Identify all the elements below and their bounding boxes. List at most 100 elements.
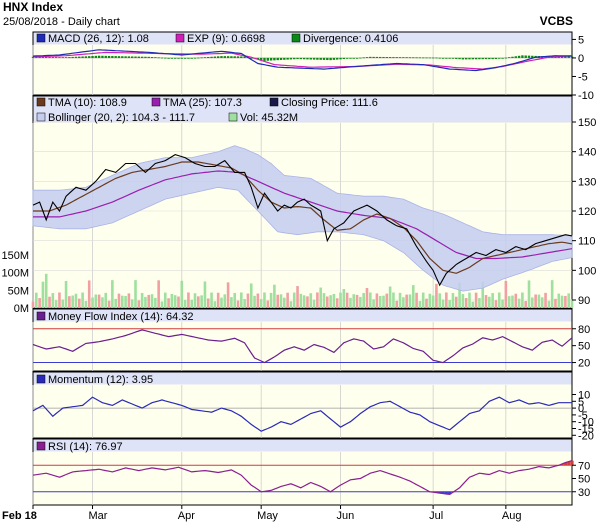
volume-bar [547, 300, 551, 308]
divergence-bar [38, 56, 41, 58]
mfi-tick-label: 80 [578, 324, 590, 336]
tma10-legend-label: TMA (10): 108.9 [48, 97, 127, 109]
volume-bar [309, 293, 313, 308]
divergence-bar [220, 56, 223, 58]
volume-bar [87, 280, 91, 308]
divergence-bar [84, 56, 88, 58]
divergence-bar [117, 56, 121, 58]
volume-bar [41, 281, 45, 308]
close-legend-label: Closing Price: 111.6 [281, 97, 378, 109]
divergence-bar [527, 55, 531, 58]
volume-bar [58, 292, 61, 308]
divergence-bar [101, 55, 104, 58]
divergence-bar [58, 57, 61, 58]
volume-bar [120, 295, 124, 308]
volume-bar [435, 283, 438, 308]
volume-bar [94, 294, 98, 308]
volume-bar [481, 281, 485, 308]
volume-bar [81, 292, 84, 308]
bollinger-legend-swatch [36, 112, 46, 122]
divergence-bar [167, 57, 170, 59]
divergence-bar [326, 57, 329, 61]
tma10-legend-swatch [36, 97, 46, 107]
divergence-bar [51, 57, 55, 58]
volume-bar [458, 282, 461, 308]
volume-bar [140, 292, 144, 308]
volume-bar [127, 293, 131, 308]
volume-bar [114, 298, 117, 308]
divergence-bar [302, 57, 306, 60]
chart-title: HNX Index [3, 0, 63, 14]
macd-panel: 5 0 -5 -10 MACD (26, 12): 1.08 EXP (9): 0.669… [31, 31, 594, 102]
divergence-bar [349, 57, 352, 59]
volume-bar [180, 280, 184, 308]
divergence-bar [365, 57, 369, 58]
volume-bar [448, 300, 451, 308]
divergence-bar [283, 57, 286, 60]
rsi-tick-label: 70 [578, 460, 590, 472]
volume-bar [537, 294, 541, 308]
divergence-bar [269, 57, 273, 61]
volume-bar [276, 294, 279, 308]
divergence-bar [392, 57, 395, 58]
volume-bar [395, 300, 399, 308]
volume-bar [206, 298, 210, 308]
divergence-bar [94, 55, 98, 58]
volume-bar [438, 293, 442, 308]
volume-bar [130, 299, 134, 308]
volume-bar [31, 301, 35, 308]
volume-bar [223, 294, 227, 308]
volume-bar [524, 300, 528, 308]
divergence-bar [289, 57, 293, 60]
divergence-bar [362, 57, 365, 59]
divergence-bar [299, 57, 303, 60]
close-legend-swatch [269, 97, 279, 107]
divergence-bar [259, 57, 263, 61]
volume-bar [375, 293, 379, 308]
divergence-bar [160, 57, 164, 59]
divergence-bar [111, 56, 114, 58]
volume-bar [362, 292, 365, 308]
divergence-bar [421, 57, 425, 59]
volume-bar [372, 299, 375, 308]
volume-bar [147, 294, 151, 308]
volume-bar [385, 293, 389, 308]
mfi-tick-label: 50 [578, 341, 590, 353]
volume-bar [220, 297, 223, 308]
price-tick-label: 140 [578, 147, 596, 159]
divergence-bar [210, 56, 213, 58]
volume-bar [428, 293, 432, 308]
volume-bar [216, 292, 220, 308]
volume-bar [68, 296, 71, 308]
volume-bar [183, 299, 187, 308]
rsi-tick-label: 30 [578, 487, 590, 499]
divergence-bar [223, 56, 226, 58]
volume-bar [445, 292, 448, 308]
volume-bar [61, 299, 65, 308]
divergence-bar [104, 55, 107, 58]
divergence-bar [190, 57, 193, 59]
volume-bar [210, 292, 213, 308]
divergence-bar [276, 57, 279, 61]
divergence-bar [431, 57, 435, 59]
divergence-bar [474, 57, 478, 60]
volume-bar [230, 297, 233, 308]
divergence-bar [388, 57, 392, 58]
divergence-bar [521, 55, 524, 58]
divergence-bar [319, 57, 322, 60]
volume-bar [167, 298, 170, 308]
volume-bar [187, 292, 190, 308]
volume-bar [54, 300, 58, 308]
divergence-bar [498, 57, 501, 59]
divergence-bar [147, 56, 150, 58]
volume-bar [273, 284, 276, 308]
divergence-bar [180, 57, 184, 59]
volume-bar [521, 292, 524, 308]
divergence-bar [233, 56, 236, 58]
volume-bar [35, 292, 38, 308]
volume-bar [507, 296, 511, 308]
divergence-bar [207, 56, 210, 58]
divergence-bar [372, 56, 375, 58]
volume-bar [461, 294, 465, 308]
mfi-tick-label: 20 [578, 358, 590, 370]
